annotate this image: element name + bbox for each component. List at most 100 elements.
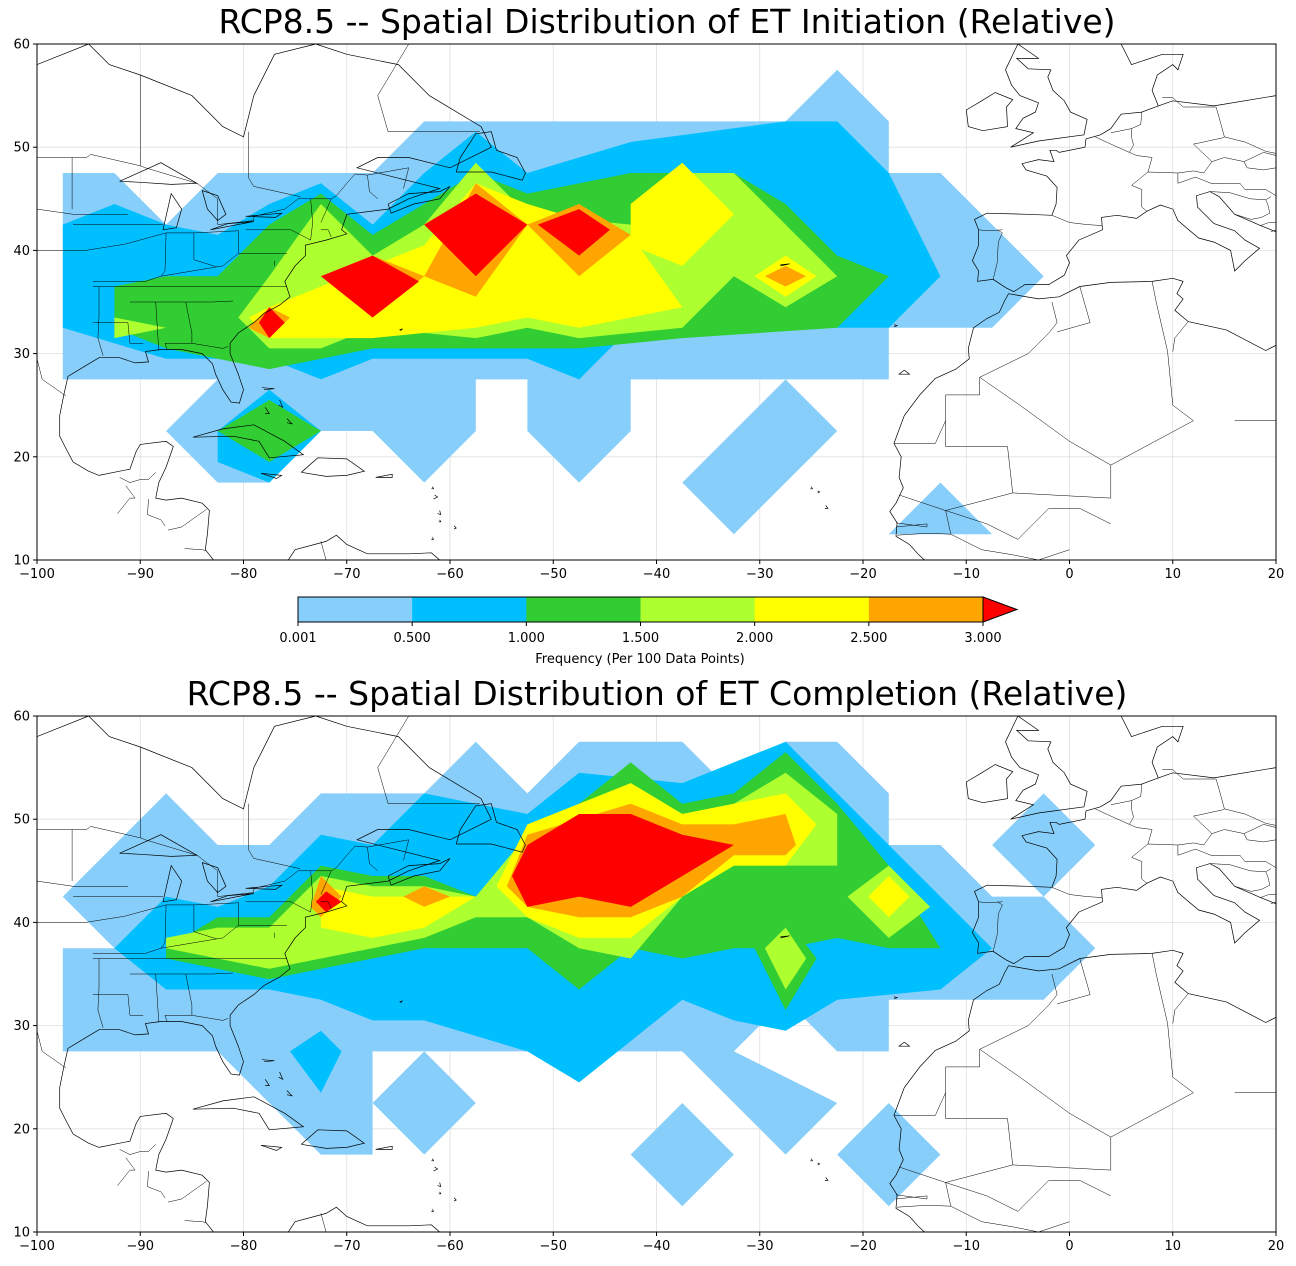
- boundary-line: [1234, 871, 1271, 892]
- y-tick-label: 60: [13, 38, 30, 53]
- coastline: [780, 935, 790, 939]
- boundary-line: [193, 904, 217, 940]
- boundary-line: [899, 420, 1013, 511]
- contour-region-level-0: [372, 1051, 476, 1155]
- boundary-line: [320, 198, 332, 223]
- completion-x-axis: −100 −90 −80 −70 −60 −50 −40 −30 −20 −10 0 10 20: [19, 1232, 1284, 1254]
- y-tick-label: 20: [13, 450, 30, 465]
- boundary-line: [979, 973, 1058, 1050]
- completion-map-panel: RCP8.5 -- Spatial Distribution of ET Com…: [13, 674, 1284, 1254]
- y-tick-label: 30: [13, 1019, 30, 1034]
- boundary-line: [1260, 222, 1276, 226]
- boundary-line: [37, 915, 125, 923]
- contour-region-level-3: [764, 927, 807, 990]
- coastline: [431, 486, 435, 490]
- coastline: [810, 486, 813, 490]
- coastline: [810, 1158, 813, 1162]
- coastline: [192, 424, 305, 459]
- x-tick-label: −100: [19, 567, 55, 582]
- boundary-line: [155, 973, 160, 1023]
- boundary-line: [1224, 808, 1276, 826]
- coastline: [455, 131, 526, 181]
- boundary-line: [310, 198, 313, 241]
- boundary-line: [1051, 887, 1103, 898]
- completion-y-axis: 10 20 30 40 50 60: [13, 710, 37, 1241]
- boundary-line: [37, 243, 125, 251]
- coastline: [399, 328, 403, 332]
- boundary-line: [37, 358, 67, 397]
- boundary-line: [1057, 958, 1091, 1005]
- boundary-line: [310, 870, 313, 913]
- x-tick-label: 0: [1065, 1239, 1073, 1254]
- coastline: [210, 221, 254, 231]
- colorbar-tick-label: 1.000: [508, 631, 545, 646]
- boundary-line: [1057, 286, 1091, 333]
- boundary-line: [992, 901, 1003, 952]
- contour-region-level-2: [217, 400, 321, 462]
- boundary-line: [147, 499, 166, 527]
- boundary-line: [147, 1171, 166, 1199]
- boundary-line: [1110, 784, 1143, 806]
- contour-region-level-0: [630, 1103, 734, 1207]
- boundary-line: [1224, 136, 1276, 154]
- boundary-line: [193, 232, 217, 268]
- colorbar-swatches: [297, 596, 1019, 623]
- coastline: [162, 864, 182, 903]
- boundary-line: [248, 131, 301, 197]
- colorbar-tick-label: 3.000: [964, 631, 1001, 646]
- coastline: [889, 293, 1009, 560]
- colorbar-tick-label: 2.500: [850, 631, 887, 646]
- contour-region-level-4: [868, 876, 910, 918]
- boundary-line: [1129, 800, 1134, 825]
- boundary-line: [1270, 229, 1276, 241]
- coastline: [201, 862, 227, 893]
- colorbar-swatch: [526, 597, 641, 622]
- boundary-line: [1172, 993, 1189, 1024]
- boundary-line: [168, 509, 207, 531]
- boundary-line: [1129, 128, 1134, 153]
- coastline: [965, 764, 1014, 804]
- boundary-line: [895, 522, 928, 528]
- coastline: [262, 387, 275, 391]
- colorbar-label: Frequency (Per 100 Data Points): [535, 652, 744, 667]
- boundary-line: [377, 44, 480, 132]
- colorbar-tick-label: 0.500: [394, 631, 431, 646]
- coastline: [1005, 716, 1088, 820]
- coastline: [431, 1209, 435, 1212]
- boundary-line: [978, 229, 1003, 232]
- coastline: [1120, 44, 1276, 107]
- x-tick-label: −90: [127, 1239, 154, 1254]
- x-tick-label: −10: [953, 567, 980, 582]
- coastline: [260, 472, 283, 479]
- boundary-line: [1243, 824, 1276, 834]
- boundary-line: [1209, 191, 1271, 201]
- contour-region-level-6: [537, 209, 610, 256]
- boundary-line: [1095, 136, 1153, 212]
- coastline: [889, 965, 1009, 1232]
- x-tick-label: −60: [436, 567, 463, 582]
- coastline: [972, 777, 1276, 965]
- contour-region-level-0: [992, 793, 1096, 897]
- x-tick-label: −80: [230, 1239, 257, 1254]
- boundary-line: [129, 972, 234, 975]
- coastline: [824, 1177, 829, 1181]
- boundary-line: [37, 880, 128, 887]
- x-tick-label: −70: [333, 1239, 360, 1254]
- boundary-line: [950, 1205, 1070, 1232]
- contour-region-level-6: [320, 255, 419, 318]
- boundary-line: [1110, 112, 1143, 134]
- boundary-line: [119, 472, 156, 483]
- boundary-line: [97, 958, 104, 1028]
- boundary-line: [92, 994, 144, 1016]
- coastline: [301, 1129, 366, 1149]
- contour-region-level-0: [888, 482, 993, 535]
- boundary-line: [117, 1157, 136, 1186]
- boundary-line: [320, 229, 332, 238]
- boundary-line: [1177, 845, 1276, 868]
- boundary-line: [1147, 829, 1248, 846]
- completion-map-title: RCP8.5 -- Spatial Distribution of ET Com…: [187, 674, 1128, 713]
- boundary-line: [899, 1092, 1013, 1183]
- boundary-line: [1234, 199, 1271, 220]
- contour-region-level-5: [403, 886, 450, 907]
- boundary-line: [155, 301, 160, 351]
